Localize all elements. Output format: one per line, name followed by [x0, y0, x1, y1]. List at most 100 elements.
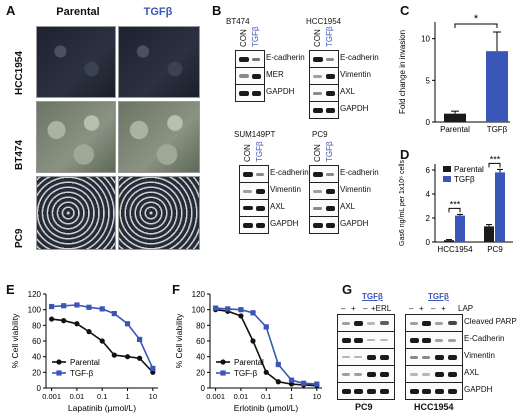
g-pc9-vimentin — [337, 348, 395, 366]
d-legend-label-1: TGFβ — [454, 175, 475, 184]
e-xtick-label-4: 10 — [149, 392, 157, 401]
blot-sum149pt-con: CON — [243, 144, 252, 162]
e-ytick-label-4: 80 — [32, 321, 41, 330]
blot-sum149pt-tgf: TGFβ — [255, 141, 264, 162]
blot-pc9-marker-1: E-cadherin — [340, 168, 379, 177]
blot-bt474-lane1 — [235, 50, 265, 68]
f-legend-marker-1 — [220, 370, 226, 376]
blot-pc9-marker-4: GAPDH — [340, 219, 369, 228]
blot-bt474-con: CON — [239, 29, 248, 47]
f-point-1-7 — [301, 380, 307, 386]
blot-hcc1954-lane2 — [309, 67, 339, 85]
blot-bt474-tgf: TGFβ — [251, 26, 260, 47]
row-label-bt474: BT474 — [14, 139, 25, 170]
f-legend-label-0: Parental — [234, 358, 264, 367]
blot-bt474-title: BT474 — [226, 17, 250, 26]
e-ytick-label-1: 20 — [32, 368, 41, 377]
blot-sum149pt-lane4 — [239, 216, 269, 234]
e-point-0-0 — [49, 316, 55, 322]
d-bar-0-0 — [444, 240, 454, 242]
blot-hcc1954-tgf: TGFβ — [325, 26, 334, 47]
g-lap-label: LAP — [458, 304, 474, 313]
c-ylabel: Fold change in invasion — [398, 30, 407, 114]
d-legend-swatch-0 — [443, 166, 451, 172]
g-pc9-tgf-header: TGFβ — [362, 292, 383, 301]
d-xtick-label-0: HCC1954 — [437, 245, 473, 254]
f-xtick-label-0: 0.001 — [206, 392, 225, 401]
panel-label-g: G — [342, 282, 353, 297]
blot-pc9-marker-2: Vimentin — [340, 185, 371, 194]
f-point-0-4 — [263, 369, 269, 375]
blot-hcc1954-lane1 — [309, 50, 339, 68]
g-pc9-sign-3: – — [363, 304, 368, 313]
blot-pc9-lane2 — [309, 182, 339, 200]
g-hcc-gapdh — [405, 382, 463, 400]
blot-hcc1954-lane3 — [309, 84, 339, 102]
row-label-pc9: PC9 — [14, 228, 25, 248]
blot-pc9-marker-3: AXL — [340, 202, 356, 211]
e-ytick-label-3: 60 — [32, 337, 41, 346]
f-legend-marker-0 — [220, 359, 226, 365]
e-ytick-label-0: 0 — [37, 384, 42, 393]
c-bar-1 — [486, 51, 508, 122]
panel-label-b: B — [212, 3, 222, 18]
e-legend-marker-0 — [56, 359, 62, 365]
e-point-0-6 — [124, 354, 131, 360]
blot-hcc1954-marker-4: GAPDH — [340, 104, 369, 113]
f-point-1-4 — [263, 324, 269, 330]
g-hcc-sign-2: + — [419, 304, 424, 313]
e-point-0-3 — [86, 329, 92, 335]
e-ytick-label-2: 40 — [32, 353, 41, 362]
f-xtick-label-3: 1 — [289, 392, 293, 401]
d-ylabel: Gas6 ng/mL per 1x10⁶ cells — [399, 160, 406, 246]
blot-bt474-marker-1: E-cadherin — [266, 53, 305, 62]
e-ytick-label-5: 100 — [28, 306, 42, 315]
c-xtick-label-1: TGFβ — [487, 125, 508, 134]
g-marker-5: GAPDH — [464, 385, 493, 394]
blot-sum149pt-marker-4: GAPDH — [270, 219, 299, 228]
g-pc9-axl — [337, 365, 395, 383]
micrograph-pc9-tgf — [118, 176, 200, 250]
blot-pc9-lane1 — [309, 165, 339, 183]
blot-hcc1954-marker-1: E-cadherin — [340, 53, 379, 62]
blot-pc9-title: PC9 — [312, 130, 328, 139]
d-sig-label-1: *** — [490, 154, 501, 164]
d-sig-bracket-1 — [488, 162, 501, 168]
e-point-1-8 — [150, 365, 156, 372]
d-legend-label-0: Parental — [454, 165, 484, 174]
micrograph-bt474-parental — [36, 101, 116, 173]
e-legend-label-1: TGF-β — [70, 369, 94, 378]
e-xtick-label-3: 1 — [125, 392, 129, 401]
d-ytick-label-2: 4 — [426, 190, 431, 199]
f-ytick-label-0: 0 — [201, 384, 206, 393]
e-point-0-1 — [61, 318, 67, 324]
panel-label-e: E — [6, 282, 15, 297]
chart-f-erlotinib: 0 20 40 60 80 100 120 0.001 0.01 0.1 1 10 Parental TG… — [174, 290, 322, 413]
g-hcc-sign-1: – — [409, 304, 414, 313]
f-point-1-8 — [314, 381, 320, 387]
g-pc9-cleaved-parp — [337, 314, 395, 332]
e-point-1-7 — [137, 336, 143, 343]
blot-sum149pt-lane1 — [239, 165, 269, 183]
g-pc9-sign-2: + — [351, 304, 356, 313]
e-point-1-0 — [49, 303, 55, 310]
d-sig-label-0: *** — [450, 199, 461, 209]
g-hcc-sign-3: – — [431, 304, 436, 313]
panel-label-d: D — [400, 147, 410, 162]
c-ytick-label-2: 10 — [421, 35, 430, 44]
e-point-1-2 — [74, 302, 80, 308]
f-ylabel: % Cell viability — [174, 313, 184, 369]
g-hcc-sign-4: + — [441, 304, 446, 313]
g-cell-hcc1954: HCC1954 — [414, 402, 454, 412]
f-ytick-label-3: 60 — [196, 337, 205, 346]
d-bar-1-0 — [484, 226, 494, 242]
e-point-0-4 — [99, 338, 105, 344]
blot-pc9-con: CON — [313, 144, 322, 162]
chart-e-lapatinib: 0 20 40 60 80 100 120 0.001 0.01 0.1 1 10 Parental TG… — [10, 290, 158, 413]
e-legend-marker-1 — [56, 370, 62, 376]
d-sig-bracket-0 — [448, 207, 461, 213]
e-xtick-label-1: 0.01 — [70, 392, 85, 401]
col-label-parental: Parental — [56, 6, 100, 18]
g-pc9-sign-1: – — [341, 304, 346, 313]
